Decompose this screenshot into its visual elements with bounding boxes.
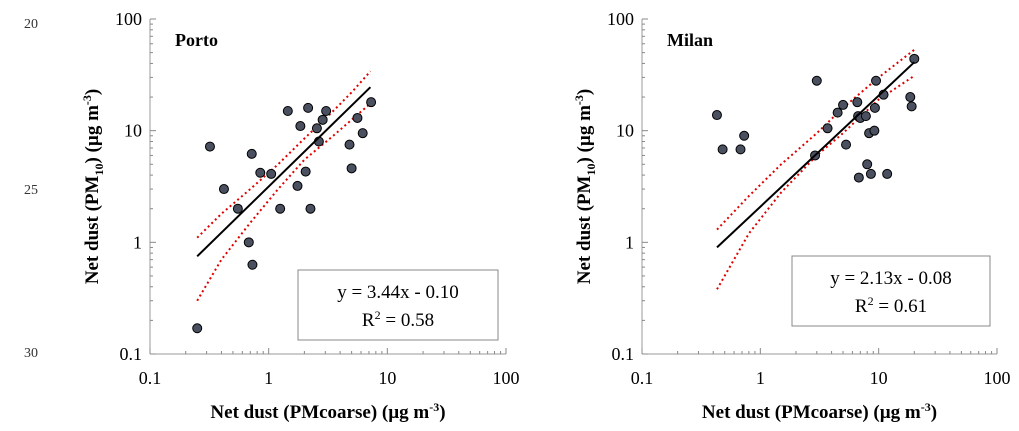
x-tick-label: 100: [493, 368, 520, 388]
y-tick-label: 1: [133, 232, 142, 252]
x-tick-label: 1: [756, 368, 765, 388]
data-point: [366, 97, 377, 108]
data-point: [255, 167, 266, 178]
data-point: [247, 259, 258, 270]
data-point: [344, 139, 355, 150]
data-point: [905, 92, 916, 103]
x-tick-label: 100: [984, 368, 1011, 388]
x-tick-label: 1: [264, 368, 273, 388]
x-tick-label: 0.1: [139, 368, 162, 388]
chart-milan: 0.1 1 10 100 0.1 1 10 100 Milan y = 2.13x - 0.08 R…: [572, 9, 1011, 423]
ci-lower-line: [196, 102, 372, 302]
data-point: [300, 166, 311, 177]
data-point: [822, 123, 833, 134]
data-point: [869, 125, 880, 136]
data-point: [317, 114, 328, 125]
x-tick-label: 10: [870, 368, 888, 388]
data-point: [882, 168, 893, 179]
chart-title: Porto: [175, 30, 218, 50]
data-point: [841, 139, 852, 150]
y-axis-label: Net dust (PM10) (µg m-3): [572, 89, 598, 284]
data-point: [832, 107, 843, 118]
data-point: [906, 101, 917, 112]
data-point: [717, 144, 728, 155]
data-point: [218, 184, 229, 195]
data-point: [295, 121, 306, 132]
data-point: [739, 130, 750, 141]
data-point: [243, 237, 254, 248]
y-tick-label: 10: [124, 121, 142, 141]
data-point: [282, 106, 293, 117]
data-point: [852, 97, 863, 108]
y-tick-label: 100: [607, 9, 634, 29]
r-squared-text: R2 = 0.58: [362, 308, 434, 331]
data-point: [305, 203, 316, 214]
x-axis-label: Net dust (PMcoarse) (µg m-3): [210, 400, 445, 423]
data-point: [352, 112, 363, 123]
data-point: [871, 75, 882, 86]
data-point: [357, 128, 368, 139]
equation-box: [297, 269, 499, 341]
data-point: [865, 168, 876, 179]
data-point: [711, 110, 722, 121]
data-point: [853, 172, 864, 183]
data-point: [192, 323, 203, 334]
ci-lower-line: [716, 74, 915, 290]
data-point: [303, 102, 314, 113]
equation-text: y = 2.13x - 0.08: [830, 268, 952, 289]
data-point: [275, 203, 286, 214]
data-point: [862, 159, 873, 170]
y-tick-label: 1: [625, 232, 634, 252]
equation-box: [791, 255, 991, 327]
data-point: [838, 99, 849, 110]
line-number-25: 25: [24, 183, 38, 198]
fit-line: [196, 86, 372, 258]
line-number-30: 30: [24, 346, 38, 361]
r-squared-text: R2 = 0.61: [855, 294, 927, 317]
line-number-20: 20: [24, 17, 38, 32]
y-axis-label: Net dust (PM10) (µg m-3): [80, 89, 106, 284]
data-point: [292, 180, 303, 191]
ci-upper-line: [196, 70, 372, 239]
data-point: [311, 123, 322, 134]
y-tick-label: 0.1: [120, 344, 143, 364]
data-point: [246, 148, 257, 159]
data-point: [321, 106, 332, 117]
data-point: [735, 144, 746, 155]
y-tick-label: 100: [115, 9, 142, 29]
data-point: [860, 111, 871, 122]
ci-upper-line: [716, 49, 915, 231]
data-point: [266, 168, 277, 179]
data-point: [232, 203, 243, 214]
data-point: [204, 141, 215, 152]
chart-porto: 0.1 1 10 100 0.1 1 10 100 Porto y = 3.44x - 0.10 R…: [80, 9, 520, 423]
data-point: [346, 163, 357, 174]
x-tick-label: 0.1: [631, 368, 654, 388]
data-point: [909, 53, 920, 64]
fit-line: [716, 61, 915, 249]
data-point: [869, 102, 880, 113]
chart-title: Milan: [667, 30, 713, 50]
x-tick-label: 10: [378, 368, 396, 388]
data-point: [811, 75, 822, 86]
equation-text: y = 3.44x - 0.10: [337, 282, 459, 303]
y-tick-label: 10: [616, 121, 634, 141]
y-tick-label: 0.1: [612, 344, 635, 364]
x-axis-label: Net dust (PMcoarse) (µg m-3): [702, 400, 937, 423]
